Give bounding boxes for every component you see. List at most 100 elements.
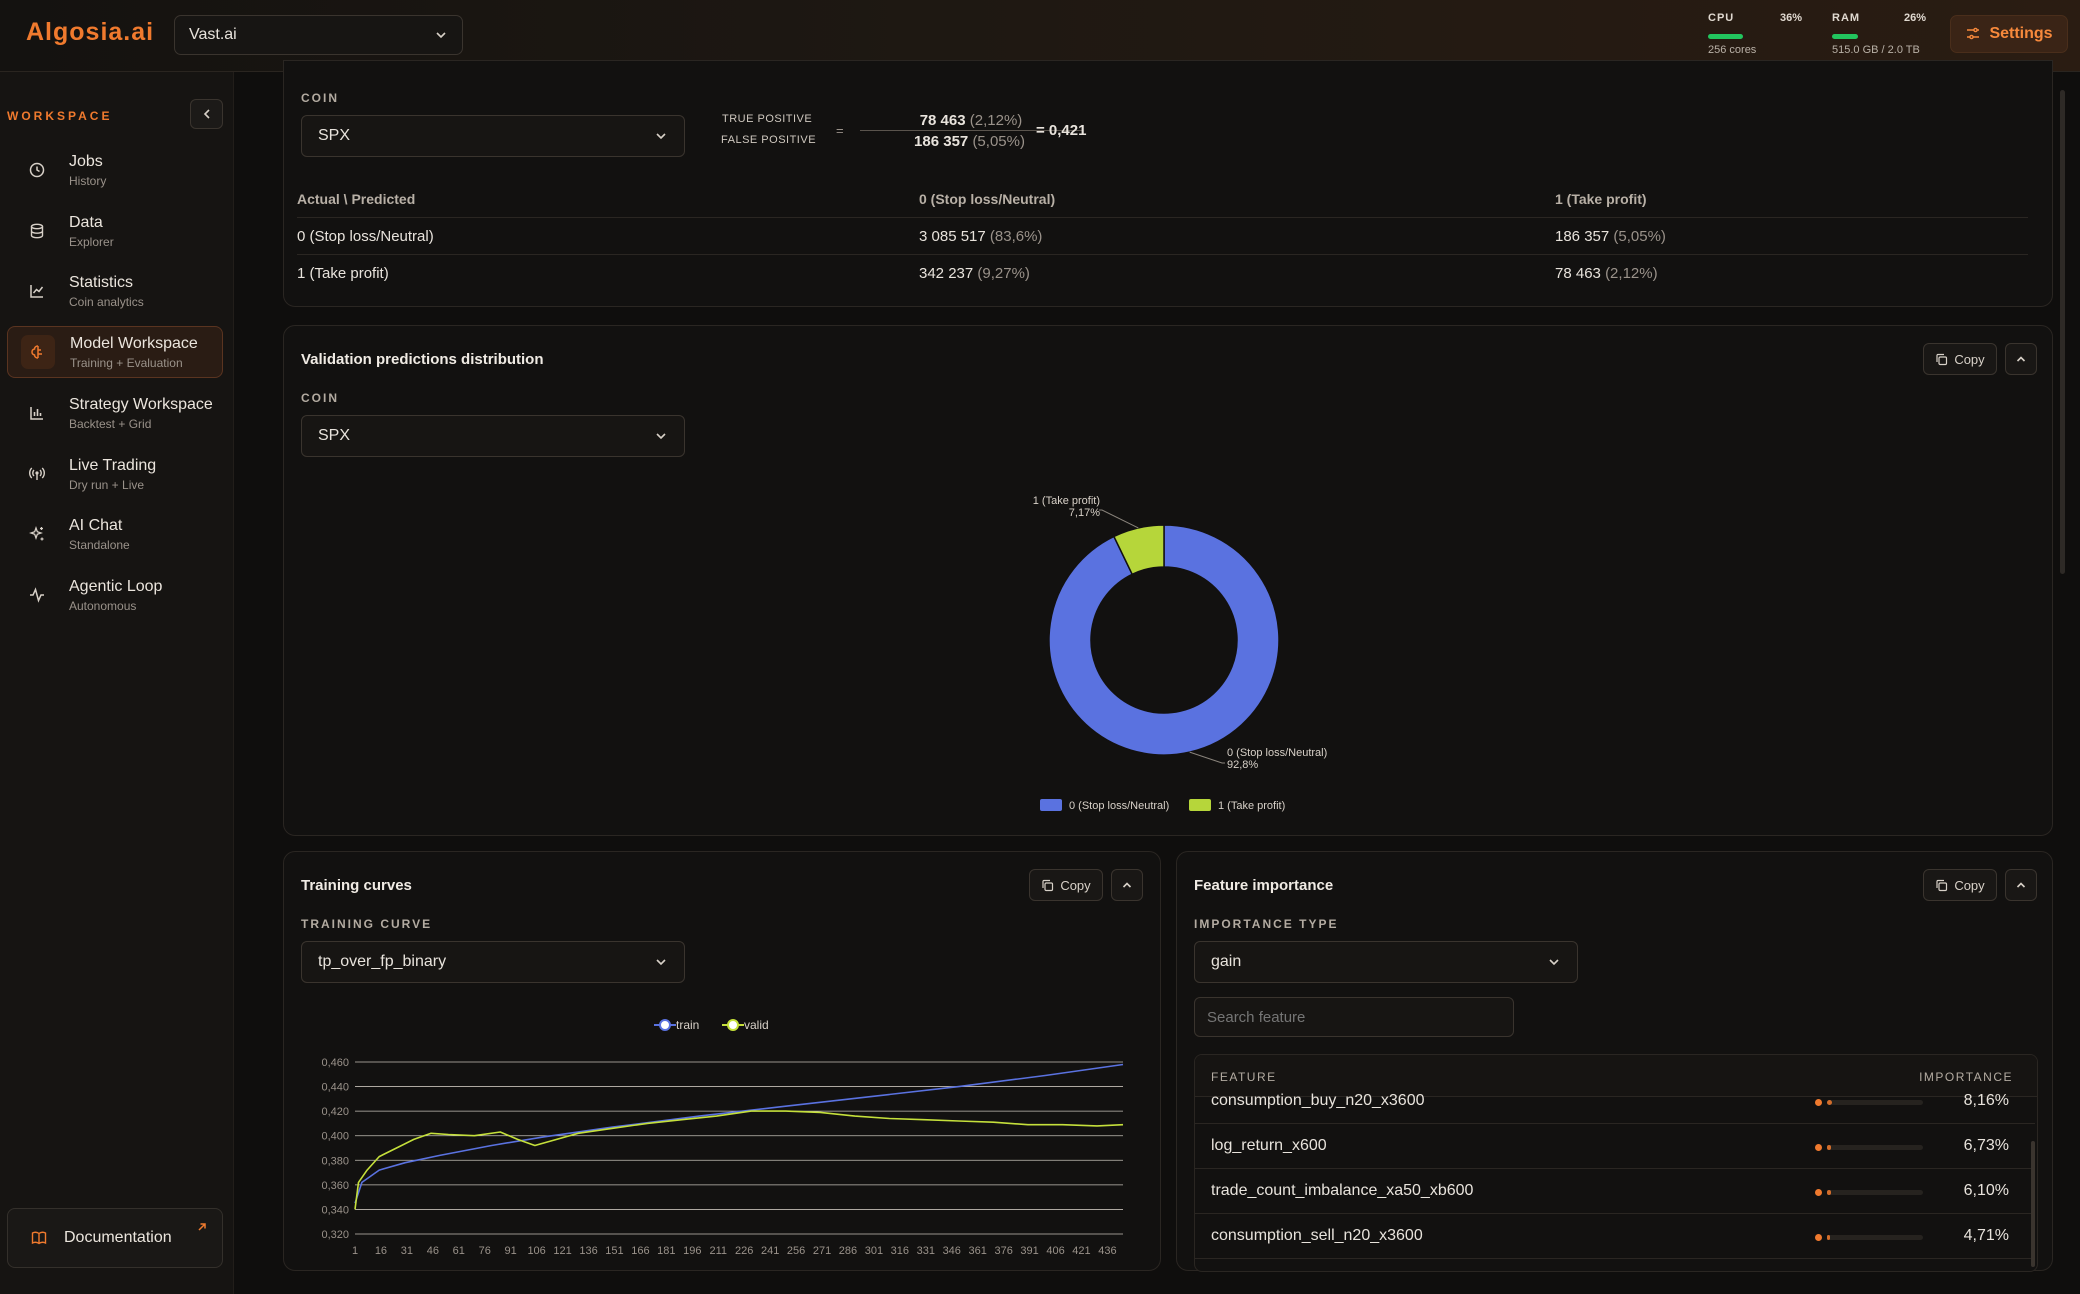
y-tick-label: 0,340	[321, 1204, 349, 1216]
fp-fraction-denominator: 186 357 (5,05%)	[882, 133, 1057, 150]
pie-slice	[1048, 524, 1280, 756]
x-tick-label: 421	[1072, 1245, 1090, 1257]
legend-label: 0 (Stop loss/Neutral)	[1069, 800, 1169, 812]
clock-icon	[20, 153, 54, 187]
chevron-left-icon	[203, 109, 210, 119]
feature-table-header: FEATURE IMPORTANCE	[1195, 1055, 2037, 1097]
feature-rows-scroll[interactable]: consumption_buy_n20_x3600 8,16% log_retu…	[1195, 1079, 2037, 1271]
sidebar-item-title: Jobs	[69, 152, 103, 170]
book-icon	[31, 1231, 47, 1245]
sidebar-item-sub: Explorer	[69, 234, 114, 249]
row-label: 1 (Take profit)	[297, 265, 389, 282]
pie-label-line	[1099, 509, 1139, 529]
app-logo[interactable]: Algosia.ai	[26, 18, 155, 46]
importance-type-select[interactable]: gain	[1194, 941, 1578, 983]
importance-dot	[1815, 1144, 1822, 1151]
validation-distribution-card: Validation predictions distribution Copy…	[283, 325, 2053, 836]
ram-meter: RAM 26% 515.0 GB / 2.0 TB	[1832, 12, 1932, 56]
collapse-card-button[interactable]	[1111, 869, 1143, 901]
sidebar-item-agentic-loop[interactable]: Agentic Loop Autonomous	[7, 569, 223, 621]
fp-pct: (5,05%)	[972, 133, 1025, 150]
collapse-card-button[interactable]	[2005, 343, 2037, 375]
collapse-card-button[interactable]	[2005, 869, 2037, 901]
search-feature-input[interactable]	[1194, 997, 1514, 1037]
x-tick-label: 286	[839, 1245, 857, 1257]
cell-value: 342 237 (9,27%)	[919, 265, 1030, 282]
pie-label-category: 0 (Stop loss/Neutral)	[1227, 747, 1327, 759]
feature-name: log_return_x600	[1211, 1137, 1327, 1154]
importance-bar-track	[1827, 1100, 1923, 1105]
collapse-sidebar-button[interactable]	[190, 99, 223, 129]
sidebar-item-sub: Autonomous	[69, 598, 137, 613]
sidebar-item-sub: Coin analytics	[69, 294, 144, 309]
importance-bar-fill	[1827, 1145, 1831, 1150]
header-class-0: 0 (Stop loss/Neutral)	[919, 191, 1056, 207]
sidebar-item-ai-chat[interactable]: AI Chat Standalone	[7, 508, 223, 560]
copy-button[interactable]: Copy	[1029, 869, 1103, 901]
y-tick-label: 0,460	[321, 1057, 349, 1069]
x-tick-label: 376	[994, 1245, 1012, 1257]
chevron-down-icon	[656, 433, 666, 440]
x-tick-label: 151	[605, 1245, 623, 1257]
prediction-donut-chart: 0 (Stop loss/Neutral)92,8%1 (Take profit…	[1033, 495, 1328, 812]
page-scrollbar[interactable]	[2060, 90, 2065, 574]
confusion-matrix-card: COIN SPX TRUE POSITIVE FALSE POSITIVE = …	[283, 60, 2053, 307]
column-importance: IMPORTANCE	[1919, 1070, 2013, 1084]
provider-select-value: Vast.ai	[189, 26, 237, 43]
importance-type-label: IMPORTANCE TYPE	[1194, 917, 1339, 931]
chevron-down-icon	[656, 133, 666, 140]
settings-button[interactable]: Settings	[1950, 15, 2068, 53]
legend-label: 1 (Take profit)	[1218, 800, 1285, 812]
x-tick-label: 316	[891, 1245, 909, 1257]
x-tick-label: 31	[401, 1245, 413, 1257]
list-item[interactable]: trade_count_imbalance_xa50_xb600 6,10%	[1195, 1169, 2035, 1214]
provider-select[interactable]: Vast.ai	[174, 15, 463, 55]
cell-count: 342 237	[919, 265, 974, 282]
pie-slice	[1112, 524, 1165, 576]
training-curve-value: tp_over_fp_binary	[318, 953, 447, 970]
sidebar-item-title: Statistics	[69, 273, 134, 291]
sidebar-item-statistics[interactable]: Statistics Coin analytics	[7, 265, 223, 317]
feature-table-scrollbar[interactable]	[2031, 1141, 2035, 1267]
chevron-up-icon	[2016, 356, 2026, 362]
x-tick-label: 196	[683, 1245, 701, 1257]
sliders-icon	[1967, 27, 1980, 40]
x-tick-label: 436	[1098, 1245, 1116, 1257]
feature-name: trade_count_imbalance_xa50_xb600	[1211, 1182, 1474, 1199]
coin-select[interactable]: SPX	[301, 115, 685, 157]
coin-label: COIN	[301, 91, 339, 105]
sidebar-item-live-trading[interactable]: Live Trading Dry run + Live	[7, 448, 223, 500]
database-icon	[20, 214, 54, 248]
coin-select-value: SPX	[318, 427, 351, 444]
sparkles-icon	[20, 517, 54, 551]
documentation-button[interactable]: Documentation	[7, 1208, 223, 1268]
x-tick-label: 256	[787, 1245, 805, 1257]
list-item[interactable]: consumption_sell_n20_x3600 4,71%	[1195, 1214, 2035, 1259]
importance-bar-fill	[1827, 1235, 1830, 1240]
x-tick-label: 76	[479, 1245, 491, 1257]
feature-importance-card: Feature importance Copy IMPORTANCE TYPE …	[1176, 851, 2053, 1272]
importance-dot	[1815, 1234, 1822, 1241]
copy-icon	[1936, 879, 1948, 891]
list-item[interactable]: consumption_buy_n20_x3600 8,16%	[1195, 1079, 2035, 1124]
coin-select[interactable]: SPX	[301, 415, 685, 457]
training-curve-label: TRAINING CURVE	[301, 917, 433, 931]
sidebar-item-title: Live Trading	[69, 456, 157, 474]
series-line-train	[354, 1063, 1124, 1204]
sidebar-item-strategy-workspace[interactable]: Strategy Workspace Backtest + Grid	[7, 387, 223, 439]
x-tick-label: 166	[631, 1245, 649, 1257]
copy-button[interactable]: Copy	[1923, 869, 1997, 901]
x-tick-label: 241	[761, 1245, 779, 1257]
list-item[interactable]: log_return_x600 6,73%	[1195, 1124, 2035, 1169]
sidebar-item-jobs[interactable]: Jobs History	[7, 144, 223, 196]
training-curve-select[interactable]: tp_over_fp_binary	[301, 941, 685, 983]
x-tick-label: 301	[865, 1245, 883, 1257]
sidebar-item-sub: Backtest + Grid	[69, 416, 152, 431]
feature-table: FEATURE IMPORTANCE consumption_buy_n20_x…	[1194, 1054, 2038, 1272]
ram-bar	[1832, 34, 1858, 39]
y-tick-label: 0,380	[321, 1155, 349, 1167]
importance-value: 6,73%	[1963, 1137, 2009, 1154]
sidebar-item-model-workspace[interactable]: Model Workspace Training + Evaluation	[7, 326, 223, 378]
sidebar-item-data[interactable]: Data Explorer	[7, 205, 223, 257]
copy-button[interactable]: Copy	[1923, 343, 1997, 375]
